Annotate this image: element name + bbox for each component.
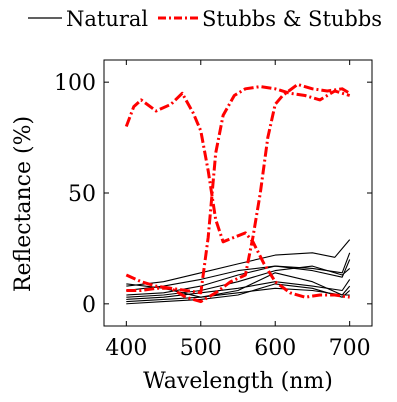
x-tick-label: 600 xyxy=(254,336,296,361)
series-line-natural xyxy=(126,259,351,296)
legend-label-natural: Natural xyxy=(66,7,148,31)
series-line-natural xyxy=(126,265,351,298)
x-tick-label: 400 xyxy=(105,336,147,361)
x-tick-label: 700 xyxy=(329,336,371,361)
series-line-stubbs xyxy=(125,82,351,304)
y-tick-label: 0 xyxy=(82,293,96,318)
series-line-natural xyxy=(126,279,351,300)
y-tick-label: 100 xyxy=(54,71,96,96)
axes: 400 500 600 700 0 50 100 xyxy=(54,59,373,361)
series-line-stubbs xyxy=(124,91,350,299)
legend-label-stubbs: Stubbs & Stubbs xyxy=(202,7,382,31)
y-axis-label: Reflectance (%) xyxy=(11,116,36,292)
plot-series xyxy=(124,82,351,305)
y-tick-label: 50 xyxy=(68,182,96,207)
series-line-stubbs xyxy=(126,85,351,295)
series-line-natural xyxy=(126,239,351,287)
x-axis-label: Wavelength (nm) xyxy=(143,369,333,394)
legend: Natural Stubbs & Stubbs xyxy=(28,7,382,31)
x-tick-label: 500 xyxy=(180,336,222,361)
series-line-natural xyxy=(126,252,351,292)
